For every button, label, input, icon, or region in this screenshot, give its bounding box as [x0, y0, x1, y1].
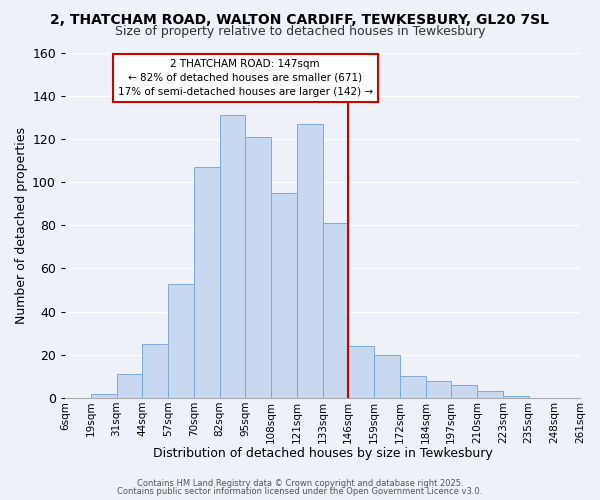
Bar — [400, 376, 425, 398]
Bar — [323, 223, 348, 398]
Bar — [477, 392, 503, 398]
Text: Size of property relative to detached houses in Tewkesbury: Size of property relative to detached ho… — [115, 25, 485, 38]
Text: 2 THATCHAM ROAD: 147sqm
← 82% of detached houses are smaller (671)
17% of semi-d: 2 THATCHAM ROAD: 147sqm ← 82% of detache… — [118, 59, 373, 97]
Bar — [297, 124, 323, 398]
Bar — [91, 394, 116, 398]
Y-axis label: Number of detached properties: Number of detached properties — [15, 126, 28, 324]
Text: Contains HM Land Registry data © Crown copyright and database right 2025.: Contains HM Land Registry data © Crown c… — [137, 478, 463, 488]
Bar — [451, 385, 477, 398]
Bar — [194, 167, 220, 398]
Text: Contains public sector information licensed under the Open Government Licence v3: Contains public sector information licen… — [118, 487, 482, 496]
Bar — [116, 374, 142, 398]
Bar — [503, 396, 529, 398]
Bar — [142, 344, 168, 398]
Bar — [425, 380, 451, 398]
X-axis label: Distribution of detached houses by size in Tewkesbury: Distribution of detached houses by size … — [152, 447, 493, 460]
Bar — [245, 136, 271, 398]
Bar — [374, 355, 400, 398]
Text: 2, THATCHAM ROAD, WALTON CARDIFF, TEWKESBURY, GL20 7SL: 2, THATCHAM ROAD, WALTON CARDIFF, TEWKES… — [50, 12, 550, 26]
Bar — [348, 346, 374, 398]
Bar — [271, 193, 297, 398]
Bar — [220, 115, 245, 398]
Bar — [168, 284, 194, 398]
